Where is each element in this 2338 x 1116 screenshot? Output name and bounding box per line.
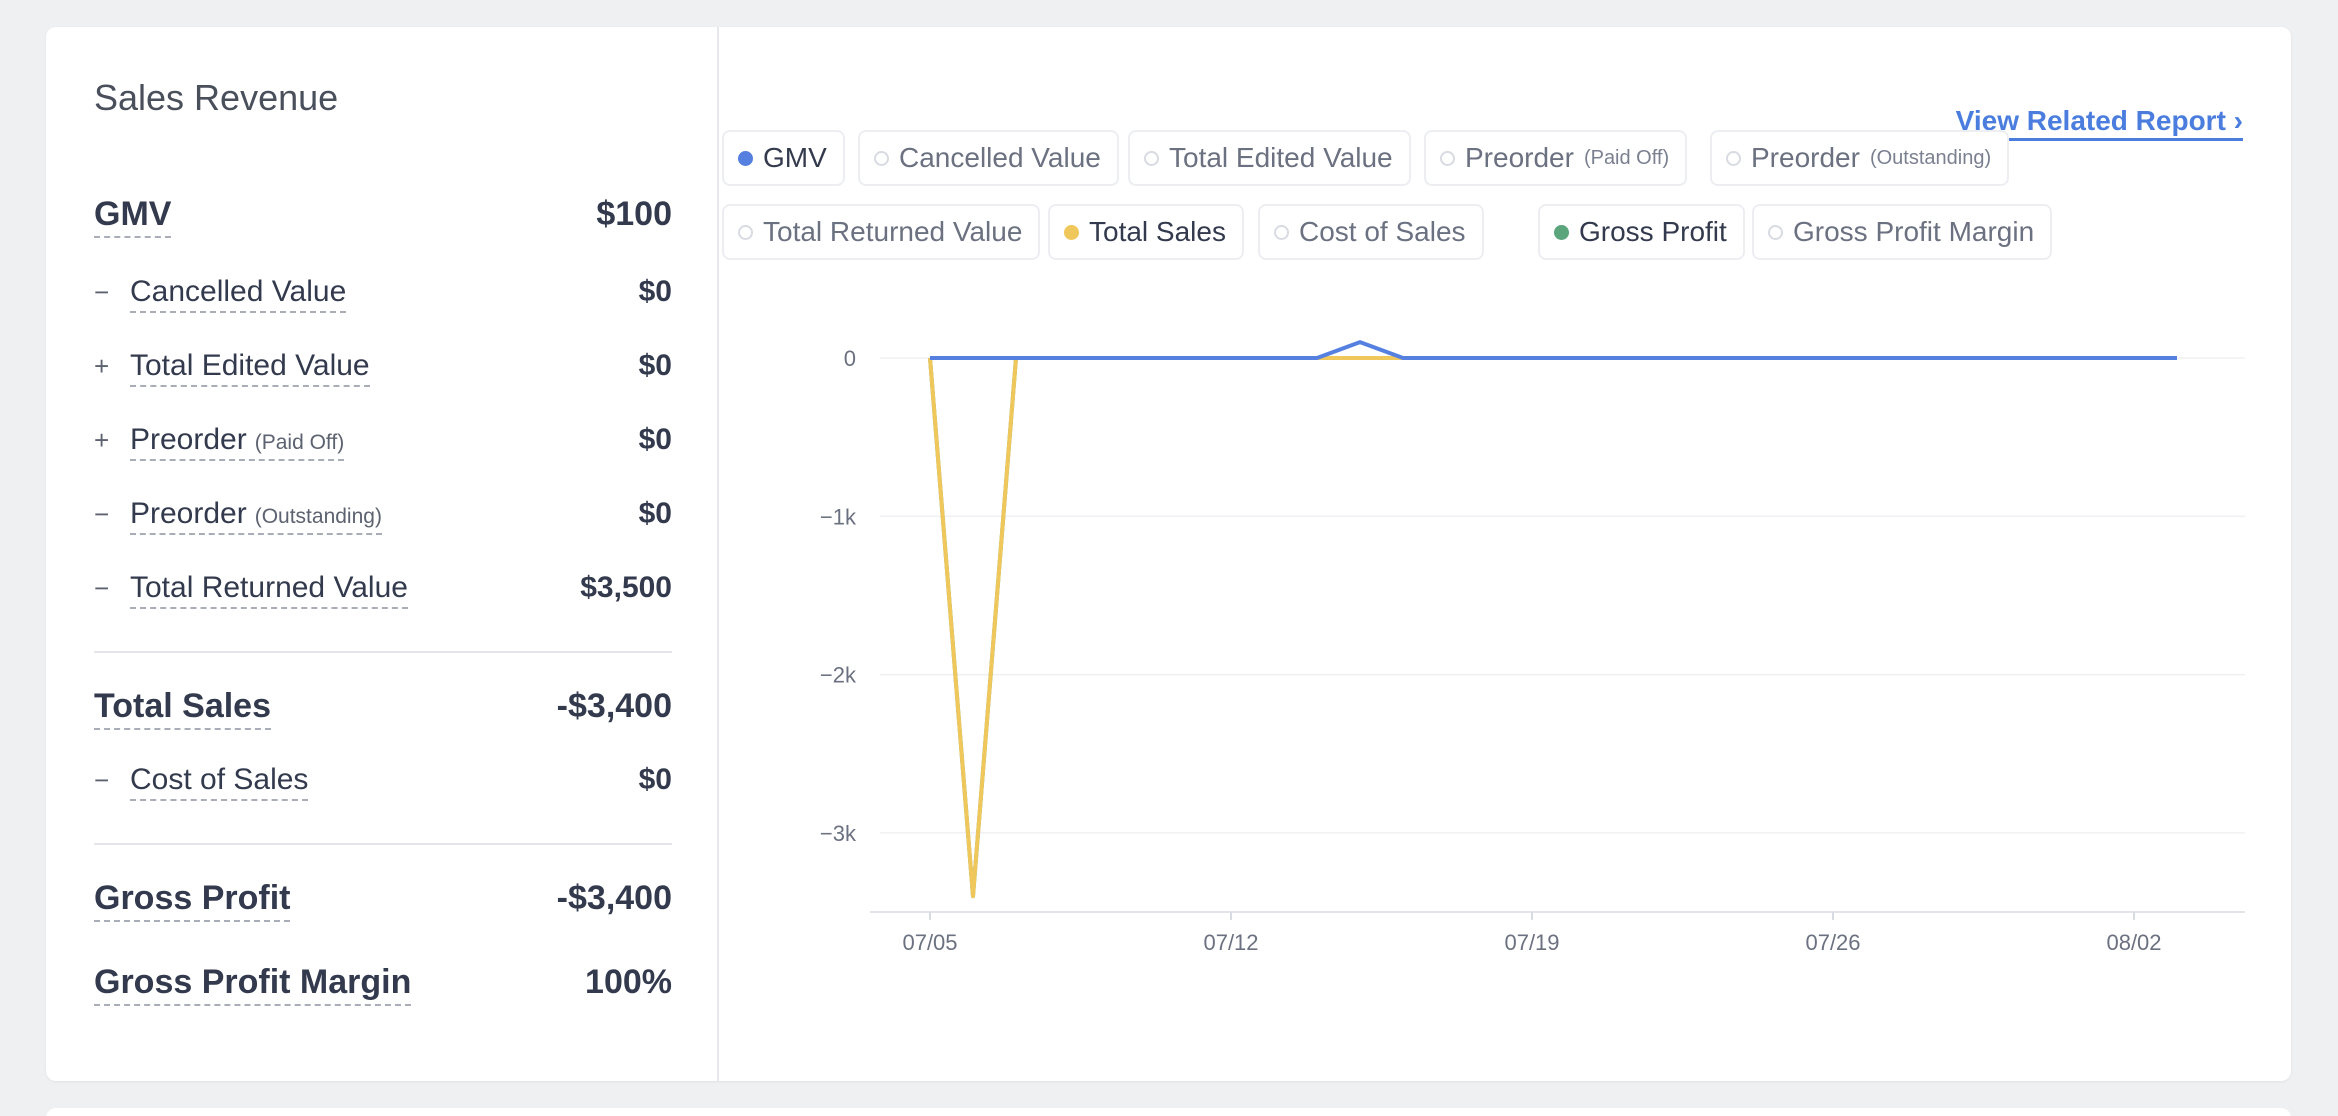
y-tick-label: 0: [844, 346, 856, 371]
row-label[interactable]: Gross Profit: [94, 879, 291, 922]
row-sign: −: [94, 573, 110, 603]
legend-chip[interactable]: Total Edited Value: [1128, 130, 1411, 186]
row-sign: +: [94, 351, 110, 381]
summary-row: − Total Returned Value $3,500: [94, 571, 672, 609]
legend-chip[interactable]: Cost of Sales: [1258, 204, 1484, 260]
row-value: -$3,400: [556, 879, 672, 917]
summary-row: − Cost of Sales $0: [94, 763, 672, 801]
row-value: $0: [638, 763, 672, 796]
row-label[interactable]: Gross Profit Margin: [94, 963, 412, 1006]
legend-sublabel: (Outstanding): [1869, 146, 1992, 169]
row-label-text: Cancelled Value: [130, 275, 347, 308]
legend-chip[interactable]: Total Returned Value: [722, 204, 1041, 260]
summary-row: + Total Edited Value $0: [94, 349, 672, 387]
next-card: [46, 1108, 2291, 1116]
summary-row: Gross Profit -$3,400: [94, 879, 672, 922]
row-label-text: Total Sales: [94, 687, 271, 725]
row-sublabel: (Paid Off): [254, 431, 345, 454]
row-label[interactable]: Total Sales: [94, 687, 271, 730]
legend-chip[interactable]: Gross Profit: [1538, 204, 1745, 260]
legend-label: Cost of Sales: [1299, 216, 1466, 247]
summary-row: GMV $100: [94, 195, 672, 238]
panel-title: Sales Revenue: [94, 77, 339, 118]
x-tick-label: 07/19: [1504, 930, 1559, 955]
row-sign: +: [94, 425, 110, 455]
row-value: $100: [596, 195, 672, 233]
summary-row: + Preorder (Paid Off) $0: [94, 423, 672, 461]
summary-row: − Preorder (Outstanding) $0: [94, 497, 672, 535]
row-value: $3,500: [580, 571, 672, 604]
legend-label: Gross Profit: [1579, 216, 1727, 247]
legend-label: Preorder: [1465, 142, 1574, 173]
row-label-text: Gross Profit: [94, 879, 291, 917]
row-value: -$3,400: [556, 687, 672, 725]
row-value: $0: [638, 275, 672, 308]
legend-sublabel: (Paid Off): [1583, 146, 1670, 169]
row-label[interactable]: GMV: [94, 195, 172, 238]
row-label[interactable]: Preorder (Paid Off): [130, 423, 345, 461]
summary-row: Gross Profit Margin 100%: [94, 963, 672, 1006]
divider: [94, 651, 672, 653]
legend-label: Total Sales: [1089, 216, 1226, 247]
legend-chip[interactable]: Gross Profit Margin: [1752, 204, 2053, 260]
legend-dot-icon: [1726, 150, 1741, 166]
legend-dot-icon: [1144, 150, 1159, 166]
row-label-text: Total Returned Value: [130, 571, 408, 604]
row-value: $0: [638, 423, 672, 456]
row-label[interactable]: Cancelled Value: [130, 275, 347, 313]
legend-chip[interactable]: Total Sales: [1048, 204, 1244, 260]
row-label[interactable]: Total Edited Value: [130, 349, 370, 387]
row-sublabel: (Outstanding): [254, 505, 382, 528]
legend-dot-icon: [738, 224, 753, 240]
row-label-text: Gross Profit Margin: [94, 963, 412, 1001]
legend-dot-icon: [1440, 150, 1455, 166]
row-value: $0: [638, 349, 672, 382]
revenue-line-chart: 0 −1k −2k −3k 07/05 07/12 07/19 07/26 08/02: [820, 340, 2245, 955]
legend-dot-icon: [1274, 224, 1289, 240]
row-label[interactable]: Preorder (Outstanding): [130, 497, 382, 535]
legend-chip[interactable]: Cancelled Value: [858, 130, 1119, 186]
row-label-text: Cost of Sales: [130, 763, 309, 796]
series-line-total-sales: [928, 356, 2177, 899]
legend-dot-icon: [1768, 224, 1783, 240]
row-sign: −: [94, 765, 110, 795]
x-tick-label: 07/05: [902, 930, 957, 955]
row-sign: −: [94, 499, 110, 529]
legend-label: Cancelled Value: [899, 142, 1101, 173]
summary-row: − Cancelled Value $0: [94, 275, 672, 313]
legend-chip[interactable]: GMV: [722, 130, 845, 186]
legend-dot-icon: [1064, 224, 1079, 240]
row-value: 100%: [585, 963, 672, 1001]
row-sign: −: [94, 277, 110, 307]
legend-dot-icon: [1554, 224, 1569, 240]
legend-dot-icon: [874, 150, 889, 166]
y-tick-label: −1k: [820, 504, 857, 529]
y-tick-label: −2k: [820, 663, 857, 688]
y-tick-label: −3k: [820, 821, 857, 846]
legend-chip[interactable]: Preorder (Outstanding): [1710, 130, 2010, 186]
row-label-text: GMV: [94, 195, 172, 233]
row-label-text: Preorder: [130, 497, 247, 530]
legend-label: Total Edited Value: [1169, 142, 1393, 173]
row-label-text: Total Edited Value: [130, 349, 370, 382]
series-line-gmv: [930, 340, 2177, 360]
legend-chip[interactable]: Preorder (Paid Off): [1424, 130, 1688, 186]
legend-dot-icon: [738, 150, 753, 166]
divider: [94, 843, 672, 845]
x-tick-label: 07/12: [1203, 930, 1258, 955]
legend-label: Gross Profit Margin: [1793, 216, 2035, 247]
x-tick-label: 07/26: [1805, 930, 1860, 955]
legend-label: Total Returned Value: [763, 216, 1023, 247]
sales-revenue-card: Sales Revenue GMV $100− Cancelled Value $0 +…: [46, 27, 2291, 1081]
row-label-text: Preorder: [130, 423, 247, 456]
row-label[interactable]: Cost of Sales: [130, 763, 309, 801]
legend-label: GMV: [763, 142, 827, 173]
summary-row: Total Sales -$3,400: [94, 687, 672, 730]
row-label[interactable]: Total Returned Value: [130, 571, 408, 609]
legend-label: Preorder: [1751, 142, 1860, 173]
x-tick-label: 08/02: [2106, 930, 2161, 955]
summary-panel: Sales Revenue GMV $100− Cancelled Value $0 +…: [46, 27, 719, 1081]
row-value: $0: [638, 497, 672, 530]
series-line-gross-profit: [928, 356, 2177, 899]
